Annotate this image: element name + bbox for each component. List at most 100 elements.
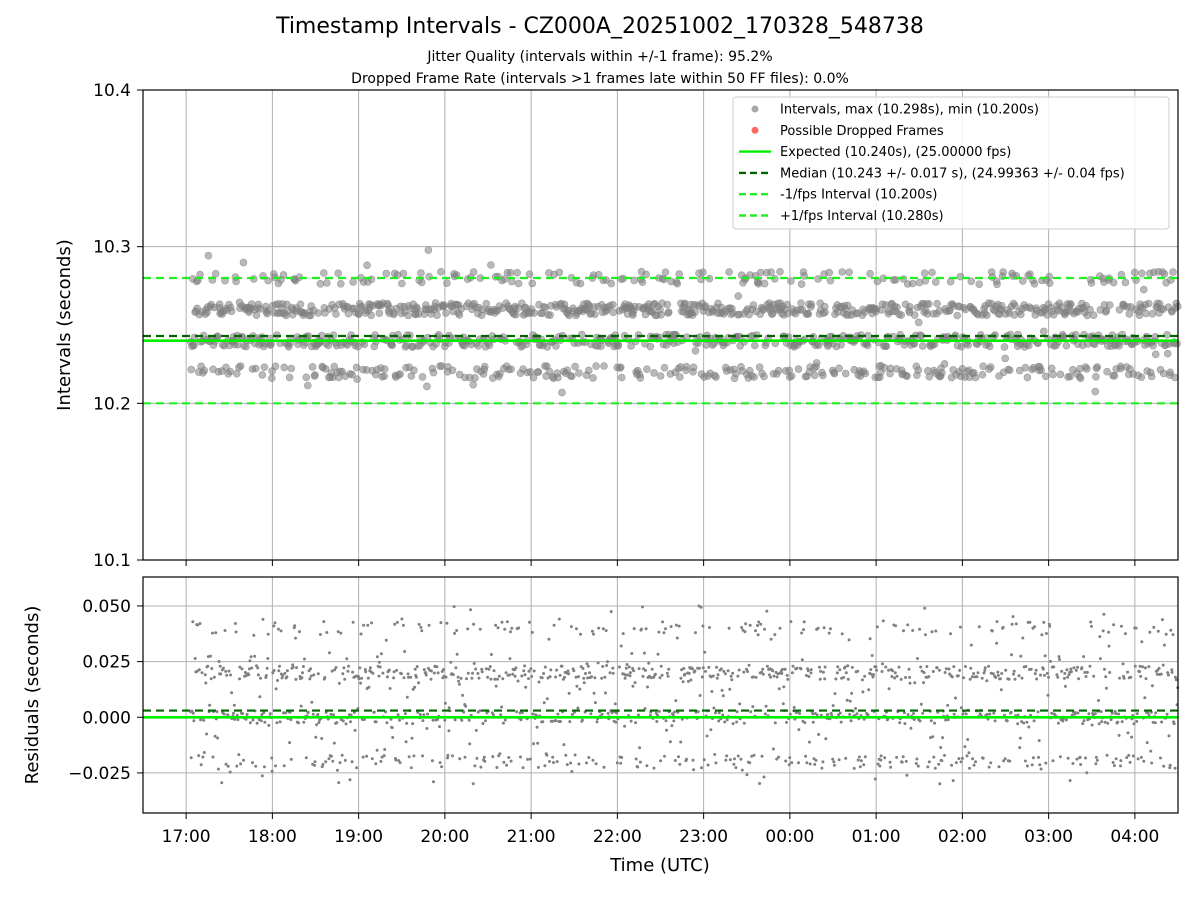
residual-point	[775, 675, 779, 679]
residual-point	[732, 762, 736, 766]
residual-point	[763, 712, 767, 716]
interval-point	[591, 310, 599, 319]
residual-point	[719, 667, 723, 671]
interval-point	[1115, 341, 1123, 350]
residual-point	[380, 755, 384, 759]
residual-point	[1138, 664, 1142, 668]
residual-point	[1064, 718, 1068, 722]
residual-point	[536, 765, 540, 769]
residual-point	[797, 728, 801, 732]
residual-point	[1106, 721, 1110, 725]
residual-point	[497, 674, 501, 678]
residual-point	[772, 674, 776, 678]
interval-point	[835, 364, 843, 373]
residual-point	[360, 676, 364, 680]
residual-point	[699, 605, 703, 609]
residual-point	[1154, 711, 1158, 715]
residual-point	[988, 712, 992, 716]
residual-point	[731, 722, 735, 726]
residual-point	[372, 710, 376, 714]
residual-point	[294, 636, 297, 640]
residual-point	[1001, 625, 1005, 629]
residual-point	[342, 666, 346, 670]
x-tick-label: 23:00	[679, 827, 728, 847]
residual-point	[859, 759, 863, 763]
residual-point	[869, 668, 873, 672]
interval-point	[525, 270, 534, 279]
residual-point	[693, 669, 697, 673]
residual-point	[275, 721, 279, 725]
residual-point	[1025, 764, 1029, 768]
residual-point	[952, 665, 956, 669]
residual-point	[276, 679, 279, 682]
residual-point	[197, 668, 201, 672]
residual-point	[522, 669, 526, 673]
residual-point	[1166, 671, 1170, 675]
residual-point	[808, 762, 812, 766]
residual-point	[1077, 677, 1081, 681]
interval-point	[529, 373, 538, 382]
residual-point	[1125, 756, 1129, 760]
residual-point	[738, 702, 742, 706]
interval-point	[1083, 365, 1091, 373]
residual-point	[976, 671, 980, 675]
residual-point	[731, 671, 735, 675]
residual-point	[861, 690, 865, 694]
residual-point	[1068, 779, 1072, 782]
interval-point	[496, 369, 504, 378]
residual-point	[554, 675, 558, 679]
residual-point	[211, 755, 215, 759]
residual-point	[906, 713, 910, 717]
residual-point	[737, 668, 741, 672]
residual-point	[575, 684, 579, 688]
residual-point	[1069, 670, 1073, 674]
residual-point	[707, 665, 711, 669]
interval-point	[363, 261, 371, 270]
residual-point	[341, 672, 345, 676]
interval-point	[234, 340, 242, 349]
residual-point	[366, 623, 370, 627]
residual-point	[623, 724, 627, 728]
interval-point	[656, 372, 665, 380]
residual-point	[523, 673, 527, 677]
residual-point	[1045, 671, 1049, 675]
residual-point	[835, 671, 839, 675]
residual-point	[1033, 625, 1036, 629]
residual-point	[677, 624, 681, 628]
interval-point	[682, 362, 691, 371]
residual-point	[829, 711, 833, 715]
residual-point	[621, 632, 625, 636]
residual-point	[659, 759, 663, 763]
residual-point	[461, 693, 465, 697]
residual-point	[300, 676, 304, 680]
residual-point	[996, 670, 1000, 674]
residual-point	[943, 671, 947, 674]
residual-point	[1090, 723, 1094, 727]
residual-point	[726, 669, 730, 673]
residual-point	[1004, 668, 1008, 672]
interval-point	[821, 308, 829, 317]
legend-label: Possible Dropped Frames	[780, 124, 944, 139]
residual-point	[196, 623, 200, 627]
residual-point	[407, 755, 411, 759]
interval-point	[425, 272, 433, 281]
residual-point	[492, 713, 495, 717]
interval-point	[321, 365, 330, 373]
residual-point	[723, 672, 727, 676]
residual-point	[963, 745, 967, 749]
residual-point	[1126, 731, 1130, 735]
interval-point	[442, 309, 450, 317]
residual-point	[781, 702, 785, 706]
residual-point	[845, 698, 849, 702]
residual-point	[285, 675, 289, 679]
residual-point	[458, 757, 462, 761]
interval-point	[1093, 363, 1102, 371]
residual-point	[1122, 676, 1126, 680]
residual-point	[578, 687, 582, 691]
interval-point	[1001, 354, 1010, 363]
residual-point	[514, 666, 518, 670]
interval-point	[437, 267, 445, 276]
residual-point	[714, 761, 718, 765]
residual-point	[1003, 757, 1007, 761]
interval-point	[896, 330, 905, 339]
